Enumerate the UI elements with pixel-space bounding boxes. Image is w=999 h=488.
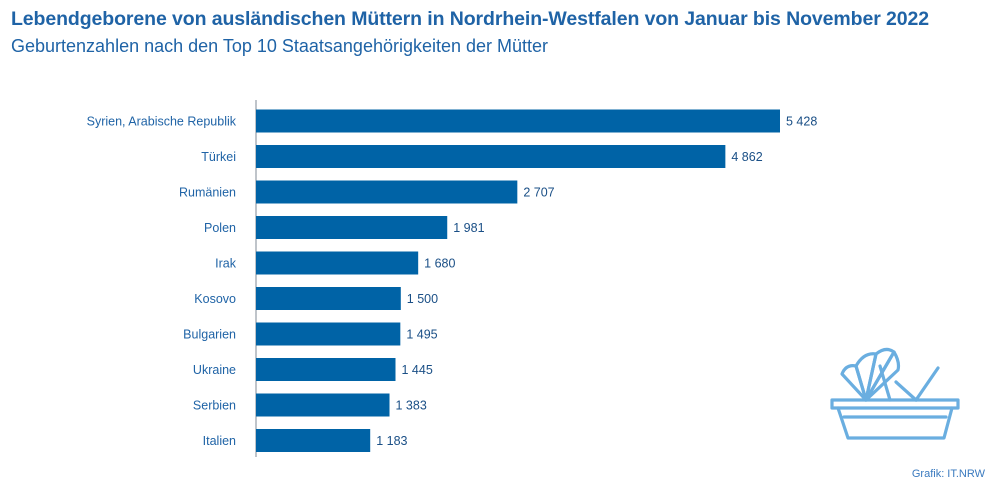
category-label: Ukraine [193,363,236,377]
bar [256,216,448,239]
category-label: Rumänien [179,186,236,200]
value-label: 1 183 [376,434,407,448]
bar [256,429,371,452]
value-label: 1 981 [453,221,484,235]
baby-carriage-icon [830,347,960,440]
value-label: 1 445 [401,363,432,377]
value-label: 4 862 [731,150,762,164]
bar [256,358,396,381]
category-label: Polen [204,221,236,235]
bar [256,251,419,275]
value-label: 1 680 [424,257,455,271]
bar [256,322,401,346]
value-label: 1 500 [407,292,438,306]
category-label: Syrien, Arabische Republik [87,115,237,129]
bar [256,180,518,204]
value-label: 1 495 [406,328,437,342]
bar [256,145,726,168]
category-label: Bulgarien [183,328,236,342]
source-credit: Grafik: IT.NRW [911,468,985,480]
chart-title: Lebendgeborene von ausländischen Müttern… [11,8,929,30]
category-label: Irak [215,257,237,271]
category-label: Italien [203,434,236,448]
chart-subtitle: Geburtenzahlen nach den Top 10 Staatsang… [11,36,549,56]
value-label: 2 707 [523,186,554,200]
bar [256,109,780,133]
bar [256,287,401,310]
category-label: Kosovo [194,292,236,306]
bar [256,393,390,417]
category-label: Serbien [193,399,236,413]
value-label: 5 428 [786,115,817,129]
value-label: 1 383 [396,399,427,413]
category-label: Türkei [201,150,236,164]
